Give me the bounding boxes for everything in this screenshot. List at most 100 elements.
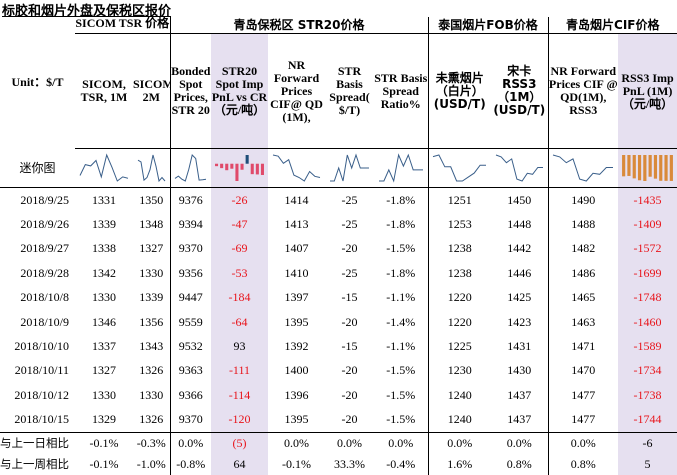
row-value: -15 <box>341 339 358 354</box>
comparison-value: 33.3% <box>334 456 365 471</box>
row-value: 1450 <box>507 192 532 207</box>
sparkline-cell <box>618 148 677 188</box>
row-value: 1488 <box>547 212 619 237</box>
row-value: 1414 <box>284 192 309 207</box>
row-date: 2018/10/11 <box>14 363 69 378</box>
data-rows: 2018/9/25 1331 1350 9376 -26 1414 -25 -1.8% 1251… <box>0 187 677 433</box>
row-value: 1430 <box>507 363 532 378</box>
sparkline-cell <box>169 148 211 188</box>
comparison-value: -0.1% <box>89 456 119 471</box>
row-value: 1330 <box>92 290 116 305</box>
sparkline-bar <box>653 155 658 179</box>
row-value: 1225 <box>427 334 491 359</box>
row-value: -1748 <box>618 285 677 310</box>
row-value: 9370 <box>169 407 211 433</box>
sparkline-bar <box>260 163 264 175</box>
sparkline-bar <box>669 155 673 181</box>
row-value: 1327 <box>139 241 164 256</box>
row-value: 1397 <box>284 290 309 305</box>
comparison-value: 0.0% <box>491 431 549 454</box>
row-value: 1396 <box>284 387 309 402</box>
row-date: 2018/10/9 <box>20 314 69 329</box>
row-value: -53 <box>211 261 268 286</box>
row-value: 9376 <box>169 187 211 213</box>
comparison-label: 与上一日相比 <box>0 431 75 454</box>
row-value: -1738 <box>618 383 677 408</box>
row-value: -1572 <box>618 236 677 262</box>
row-value: -25 <box>341 192 358 207</box>
price-table: Unit：$/T SICOM TSR 价格 青岛保税区 STR20价格 泰国烟片… <box>0 17 677 475</box>
sparkline-chart <box>622 155 673 181</box>
row-value: 1392 <box>284 339 309 354</box>
row-value: 1425 <box>507 290 532 305</box>
page-title: 标胶和烟片外盘及保税区报价 <box>2 4 172 19</box>
col-sicom-2m: SICOM,TSR, 2M <box>133 33 170 149</box>
row-value: -69 <box>211 236 268 262</box>
sparkline-bar <box>255 163 259 175</box>
row-value: -1.4% <box>386 314 416 329</box>
row-value: 1339 <box>139 290 164 305</box>
row-value: 1482 <box>547 236 619 262</box>
comparison-value: 5 <box>618 453 677 475</box>
sparkline-line <box>174 154 207 182</box>
row-value: 1431 <box>507 339 532 354</box>
row-value: 1220 <box>427 309 491 335</box>
row-date: 2018/10/10 <box>14 339 69 354</box>
row-value: -47 <box>211 212 268 237</box>
row-value: 1477 <box>547 383 619 408</box>
column-header-row: SICOM, TSR, 1M SICOM,TSR, 2M Bonded Spot… <box>0 33 677 149</box>
sparkline-chart <box>215 155 264 181</box>
row-value: 9366 <box>169 383 211 408</box>
row-value: -64 <box>211 309 268 335</box>
comparison-value: -6 <box>618 431 677 454</box>
row-value: -1699 <box>618 261 677 286</box>
row-value: 1446 <box>507 265 532 280</box>
sparkline-bar <box>245 155 249 164</box>
table-row: 2018/10/9 1346 1356 9559 -64 1395 -20 -1.4% 1220… <box>0 309 677 335</box>
row-value: 1330 <box>139 387 164 402</box>
row-value: 9363 <box>169 358 211 384</box>
row-date: 2018/9/28 <box>20 265 69 280</box>
comparison-value: 0.8% <box>506 456 532 471</box>
row-value: 1343 <box>139 339 164 354</box>
row-value: 1346 <box>92 314 116 329</box>
comparison-value: -0.1% <box>282 456 311 471</box>
row-value: 1463 <box>547 309 619 335</box>
sparkline-bar <box>643 155 647 181</box>
row-value: -1435 <box>618 187 677 213</box>
sparkline-bar <box>637 155 642 181</box>
group-qingdao-cif: 青岛烟片CIF价格 <box>547 17 677 34</box>
row-value: -1734 <box>618 358 677 384</box>
row-date: 2018/9/25 <box>20 192 69 207</box>
sparkline-line <box>330 153 369 182</box>
row-value: 9370 <box>169 236 211 262</box>
comparison-label: 与上一周相比 <box>0 457 69 472</box>
col-unsmoked: 未熏烟片（白片）(USD/T) <box>427 33 491 149</box>
sparkline-bar <box>648 155 652 177</box>
row-value: -184 <box>211 285 268 310</box>
row-value: 1337 <box>92 339 116 354</box>
row-value: -20 <box>341 363 358 378</box>
row-value: -120 <box>211 407 268 433</box>
row-value: -1.1% <box>386 339 416 354</box>
sparkline-cell <box>211 148 268 188</box>
sparkline-chart <box>433 154 487 182</box>
col-songkhla-rss3: 宋卡RSS3（1M）(USD/T) <box>491 33 549 149</box>
sparkline-row: 迷你图 <box>0 148 677 188</box>
row-value: 1437 <box>507 387 532 402</box>
sparkline-chart <box>272 154 321 182</box>
row-value: 1477 <box>547 407 619 433</box>
table-row: 2018/10/12 1330 1330 9366 -114 1396 -20 -1.5% 12… <box>0 383 677 408</box>
sparkline-chart <box>137 154 166 183</box>
row-date: 2018/9/27 <box>20 241 69 256</box>
row-value: 1407 <box>284 241 309 256</box>
group-qingdao-bonded: 青岛保税区 STR20价格 <box>169 17 428 34</box>
row-value: -1.5% <box>386 387 416 402</box>
group-header-row: Unit：$/T SICOM TSR 价格 青岛保税区 STR20价格 泰国烟片… <box>0 17 677 89</box>
comparison-value: 64 <box>211 453 268 475</box>
row-value: 1356 <box>139 314 164 329</box>
row-value: -1.5% <box>386 241 416 256</box>
col-nr-forward: NR Forward Prices CIF@ QD (1M), <box>268 33 325 149</box>
row-date: 2018/10/12 <box>14 387 69 402</box>
row-value: 1470 <box>547 358 619 384</box>
